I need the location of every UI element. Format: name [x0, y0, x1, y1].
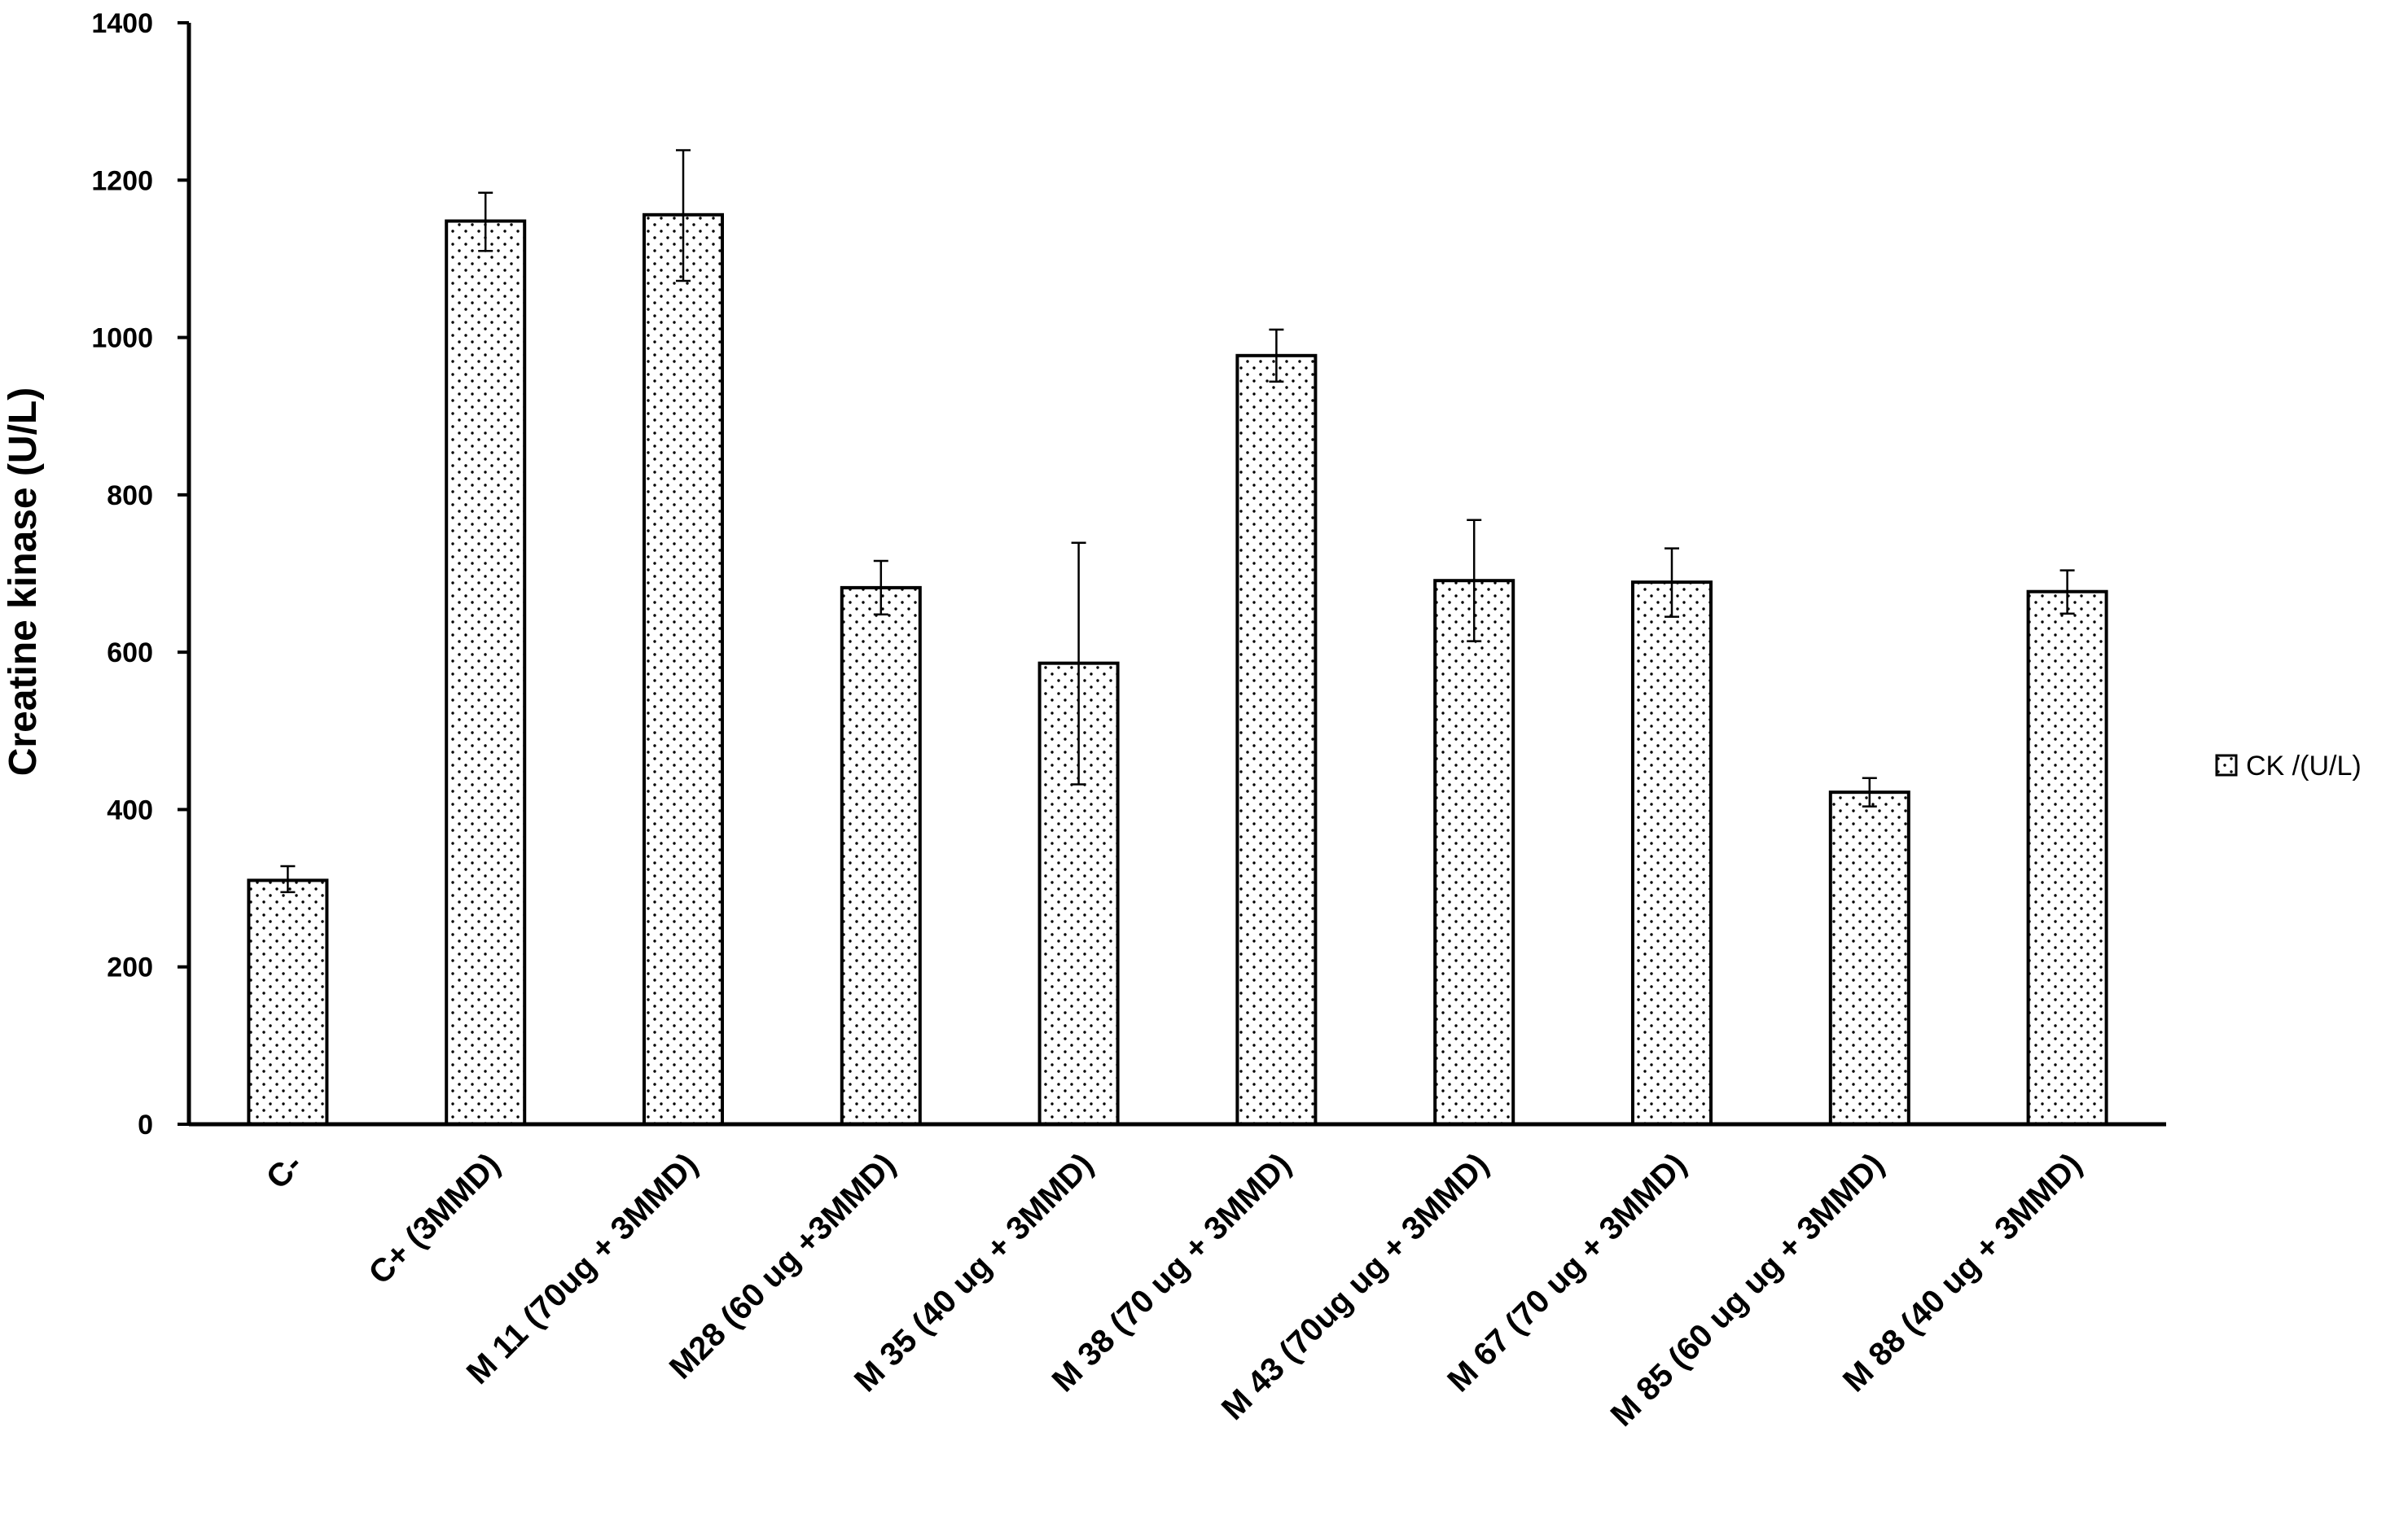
error-bar [873, 559, 888, 616]
y-tick-label: 600 [107, 637, 153, 668]
bar [1828, 790, 1910, 1126]
bar [840, 585, 922, 1126]
y-tick-label: 1000 [91, 323, 153, 354]
error-bar [2059, 569, 2075, 615]
bar [1433, 579, 1515, 1126]
error-bars-layer [280, 149, 2075, 894]
y-axis-title: Creatine kinase (U/L) [2, 388, 45, 776]
bar [445, 219, 527, 1126]
error-bar [478, 191, 493, 252]
error-bar [1665, 547, 1679, 618]
x-tick-label: M28 (60 ug +3MMD) [663, 1146, 902, 1386]
y-tick-label: 800 [107, 480, 153, 511]
y-tick-label: 0 [138, 1110, 153, 1141]
bar [643, 212, 724, 1126]
legend-swatch [2215, 754, 2238, 777]
axes-layer [186, 23, 2166, 1127]
y-tick-label: 400 [107, 795, 153, 825]
y-ticks: 0 200 400 600 800 1000 1200 1400 [91, 8, 189, 1141]
error-bar [280, 865, 296, 894]
x-tick-label: C- [260, 1146, 309, 1196]
y-tick-label: 200 [107, 952, 153, 983]
bar [2026, 589, 2108, 1126]
bar [1631, 580, 1713, 1126]
bar [247, 878, 329, 1126]
y-tick-label: 1400 [91, 8, 153, 39]
y-tick-label: 1200 [91, 165, 153, 196]
bar [1235, 353, 1318, 1127]
legend: CK /(U/L) [2215, 751, 2362, 782]
legend-label: CK /(U/L) [2246, 751, 2362, 782]
error-bar [1862, 777, 1877, 808]
x-tick-labels: C- C+ (3MMD)M 11 (70ug + 3MMD)M28 (60 ug … [260, 1146, 2089, 1433]
error-bar [676, 149, 691, 282]
error-bar [1071, 541, 1086, 786]
bars-layer [247, 212, 2108, 1127]
error-bar [1269, 328, 1284, 383]
error-bar [1467, 519, 1482, 642]
x-tick-label: C+ (3MMD) [362, 1146, 507, 1291]
